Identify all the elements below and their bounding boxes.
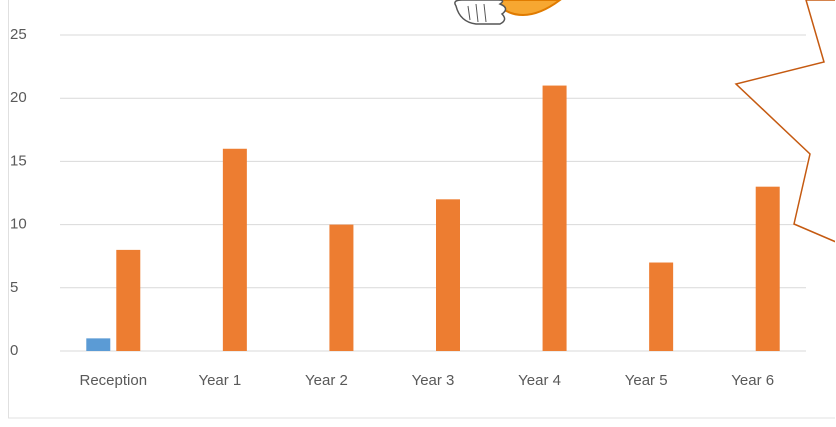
bar [116,250,140,351]
x-tick-label: Year 2 [305,372,348,389]
decoration-speech-bubble [736,0,836,242]
x-tick-label: Year 6 [731,372,774,389]
decoration-hand [455,0,560,24]
bar [649,263,673,351]
y-tick-label: 25 [10,26,27,43]
y-tick-label: 10 [10,216,27,233]
bar [543,86,567,351]
bar [329,225,353,351]
y-tick-label: 0 [10,342,18,359]
y-tick-label: 15 [10,152,27,169]
x-tick-label: Year 5 [625,372,668,389]
x-tick-label: Year 4 [518,372,561,389]
plot-area: 0 5 10 15 20 25 Reception Year 1 Year 2 Year 3 Yea… [10,26,806,389]
y-tick-label: 20 [10,89,27,106]
x-tick-label: Reception [80,372,148,389]
bar [86,338,110,351]
x-tick-label: Year 3 [412,372,455,389]
bar [436,199,460,351]
chart: 0 5 10 15 20 25 Reception Year 1 Year 2 Year 3 Yea… [0,0,836,427]
chart-border [9,0,836,418]
x-tick-label: Year 1 [198,372,241,389]
bar [223,149,247,351]
y-tick-label: 5 [10,279,18,296]
bar [756,187,780,351]
